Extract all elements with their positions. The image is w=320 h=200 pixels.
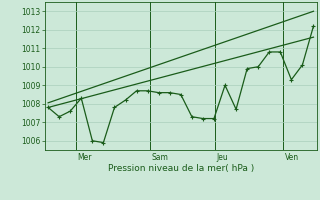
Text: Ven: Ven: [284, 153, 299, 162]
Text: Jeu: Jeu: [216, 153, 228, 162]
X-axis label: Pression niveau de la mer( hPa ): Pression niveau de la mer( hPa ): [108, 164, 254, 173]
Text: Sam: Sam: [151, 153, 168, 162]
Text: Mer: Mer: [78, 153, 92, 162]
